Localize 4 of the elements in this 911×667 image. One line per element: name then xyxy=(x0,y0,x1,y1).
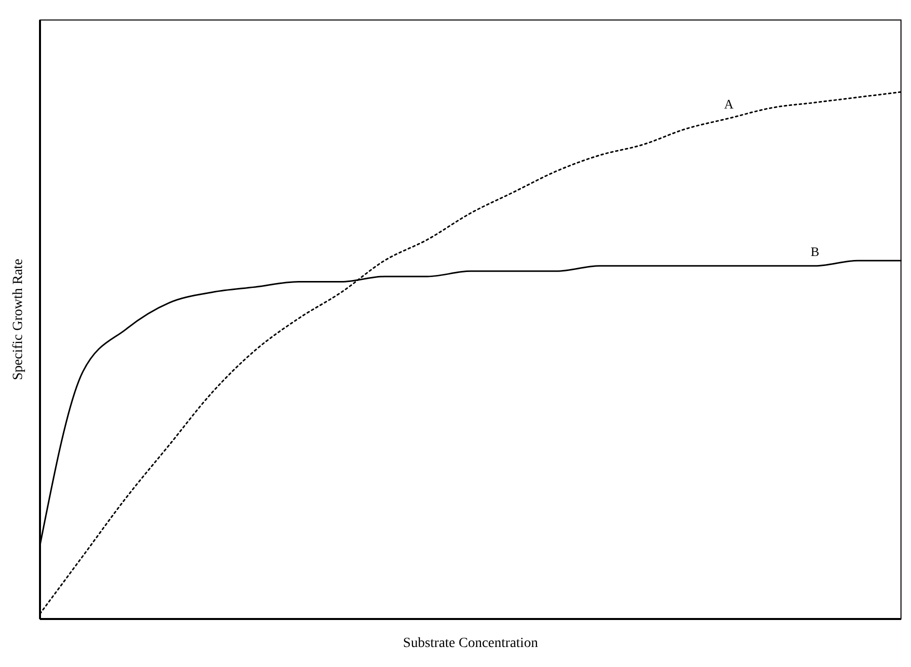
series-label: B xyxy=(810,244,820,259)
y-axis-title: Specific Growth Rate xyxy=(11,258,26,380)
series-label: A xyxy=(724,96,734,112)
x-axis-title: Substrate Concentration xyxy=(403,636,538,651)
